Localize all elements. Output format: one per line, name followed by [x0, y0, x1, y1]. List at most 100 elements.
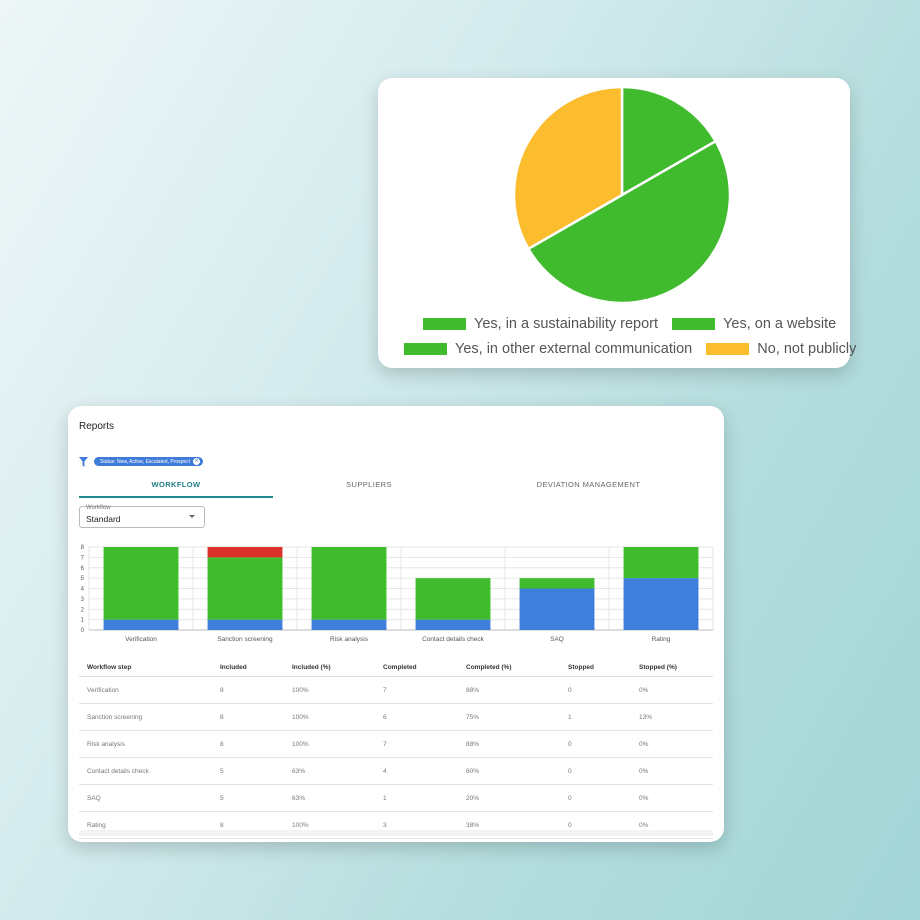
column-header[interactable]: Completed	[375, 659, 458, 677]
bar-segment[interactable]	[623, 547, 699, 579]
status-filter-chip[interactable]: Status: New, Active, Escalated, Prospect…	[94, 457, 204, 466]
legend-item-not-publicly[interactable]: No, not publicly	[706, 341, 856, 357]
bar-segment[interactable]	[207, 557, 283, 620]
cell-stopped: 1	[560, 703, 631, 731]
cell-included: 5	[212, 757, 284, 785]
legend-label: Yes, in a sustainability report	[474, 316, 659, 332]
column-header[interactable]: Stopped	[560, 659, 631, 677]
bar-segment[interactable]	[623, 578, 699, 630]
cell-stopped-pct: 13%	[631, 703, 713, 731]
close-icon[interactable]: ✕	[193, 458, 201, 465]
cell-included: 5	[212, 784, 284, 812]
workflow-select[interactable]: Workflow Standard	[79, 505, 205, 528]
bar-segment[interactable]	[207, 619, 283, 630]
status-filter-chip-label: Status: New, Active, Escalated, Prospect	[100, 458, 191, 465]
cell-stopped: 0	[560, 730, 631, 758]
filter-icon[interactable]	[79, 457, 88, 467]
cell-included: 8	[212, 676, 284, 704]
table-row[interactable]: Sanction screening 8 100% 6 75% 1 13%	[79, 703, 713, 731]
legend-swatch	[404, 343, 447, 355]
legend-label: Yes, on a website	[723, 316, 837, 332]
x-tick-label: Sanction screening	[217, 636, 273, 643]
pie-chart-card: Yes, in a sustainability report Yes, on …	[378, 78, 856, 368]
column-header[interactable]: Workflow step	[79, 659, 212, 677]
bar-segment[interactable]	[103, 547, 179, 620]
pie-legend-row-2: Yes, in other external communication No,…	[404, 341, 856, 357]
cell-included-pct: 100%	[284, 703, 375, 731]
y-tick-label: 6	[81, 566, 85, 572]
bar-segment[interactable]	[311, 619, 387, 630]
table-row[interactable]: Risk analysis 8 100% 7 88% 0 0%	[79, 730, 713, 758]
column-header[interactable]: Completed (%)	[458, 659, 560, 677]
cell-step: Sanction screening	[79, 703, 212, 731]
cell-completed: 4	[375, 757, 458, 785]
bar-segment[interactable]	[519, 578, 595, 589]
chevron-down-icon	[189, 515, 195, 518]
bar-segment[interactable]	[207, 547, 283, 558]
y-tick-label: 4	[81, 587, 85, 593]
cell-completed: 6	[375, 703, 458, 731]
pie-slice-no-not-publicly[interactable]	[512, 85, 624, 251]
bar-segment[interactable]	[103, 619, 179, 630]
tab-workflow[interactable]: WORKFLOW	[79, 480, 273, 498]
cell-step: SAQ	[79, 784, 212, 812]
table-row[interactable]: Verification 8 100% 7 88% 0 0%	[79, 676, 713, 704]
bar-segment[interactable]	[415, 619, 491, 630]
legend-swatch	[672, 318, 716, 330]
x-tick-label: SAQ	[550, 636, 564, 643]
pie-slice-yes-in-a-sustainability-report[interactable]	[620, 85, 718, 198]
y-tick-label: 7	[81, 555, 85, 561]
y-tick-label: 3	[81, 597, 85, 603]
table-footer	[79, 830, 713, 836]
tab-deviation-management[interactable]: DEVIATION MANAGEMENT	[536, 480, 641, 489]
bar-segment[interactable]	[415, 578, 491, 620]
column-header[interactable]: Included (%)	[284, 659, 375, 677]
cell-step: Contact details check	[79, 757, 212, 785]
cell-completed: 1	[375, 784, 458, 812]
cell-stopped: 0	[560, 676, 631, 704]
workflow-table: Workflow step Included Included (%) Comp…	[79, 659, 713, 839]
cell-step: Verification	[79, 676, 212, 704]
pie-slice-yes-on-a-website[interactable]	[526, 139, 732, 305]
tab-suppliers[interactable]: SUPPLIERS	[346, 480, 392, 489]
cell-included: 8	[212, 730, 284, 758]
x-tick-label: Verification	[125, 636, 157, 643]
cell-included-pct: 63%	[284, 784, 375, 812]
workflow-bar-chart: 0 1 2 3 4 5 6 7 8 Verification Sanction screening R…	[81, 545, 714, 643]
y-tick-label: 8	[81, 545, 85, 551]
cell-included-pct: 100%	[284, 676, 375, 704]
cell-completed-pct: 20%	[458, 784, 560, 812]
cell-stopped-pct: 0%	[631, 730, 713, 758]
cell-included-pct: 63%	[284, 757, 375, 785]
cell-completed: 7	[375, 730, 458, 758]
legend-item-sustainability-report[interactable]: Yes, in a sustainability report	[423, 316, 658, 332]
bar-segment[interactable]	[519, 588, 595, 631]
legend-item-other-communication[interactable]: Yes, in other external communication	[404, 341, 692, 357]
column-header[interactable]: Stopped (%)	[631, 659, 713, 677]
column-header[interactable]: Included	[212, 659, 284, 677]
table-header-row: Workflow step Included Included (%) Comp…	[79, 659, 713, 677]
y-tick-label: 1	[81, 618, 85, 624]
workflow-select-value: Standard	[86, 514, 121, 524]
reports-card: Reports Status: New, Active, Escalated, …	[68, 406, 724, 842]
x-tick-label: Rating	[652, 636, 671, 643]
cell-stopped-pct: 0%	[631, 676, 713, 704]
legend-swatch	[706, 343, 750, 355]
cell-stopped-pct: 0%	[631, 784, 713, 812]
table-row[interactable]: Contact details check 5 63% 4 80% 0 0%	[79, 757, 713, 785]
legend-swatch	[423, 318, 466, 330]
cell-completed: 7	[375, 676, 458, 704]
bar-segment[interactable]	[311, 547, 387, 620]
pie-legend-row-1: Yes, in a sustainability report Yes, on …	[423, 316, 836, 332]
y-tick-label: 2	[81, 607, 85, 613]
table-row[interactable]: SAQ 5 63% 1 20% 0 0%	[79, 784, 713, 812]
cell-stopped: 0	[560, 757, 631, 785]
cell-completed-pct: 88%	[458, 676, 560, 704]
cell-step: Risk analysis	[79, 730, 212, 758]
y-tick-label: 0	[81, 628, 85, 634]
cell-completed-pct: 88%	[458, 730, 560, 758]
legend-label: Yes, in other external communication	[455, 341, 693, 357]
legend-item-website[interactable]: Yes, on a website	[672, 316, 836, 332]
legend-label: No, not publicly	[757, 341, 857, 357]
cell-included: 8	[212, 703, 284, 731]
